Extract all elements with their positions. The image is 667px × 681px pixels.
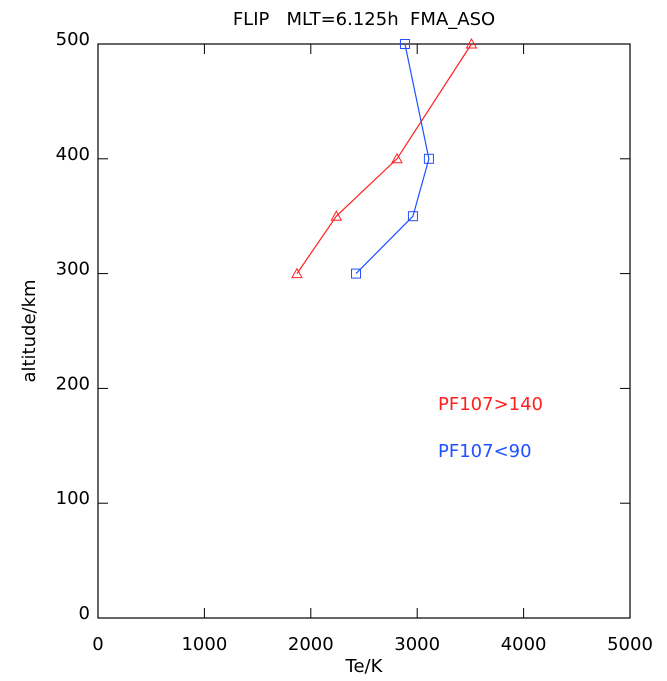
marker — [407, 211, 418, 222]
x-tick-label: 4000 — [501, 634, 547, 655]
series-line — [296, 43, 472, 274]
chart-title: FLIP MLT=6.125h FMA_ASO — [233, 9, 495, 30]
series-line — [355, 43, 430, 275]
marker — [330, 210, 343, 221]
y-tick-label: 300 — [56, 259, 90, 280]
plot-frame — [97, 43, 631, 619]
y-tick-label: 100 — [56, 488, 90, 509]
y-tick-label: 500 — [56, 29, 90, 50]
legend-entry: PF107>140 — [438, 394, 543, 415]
marker — [465, 37, 478, 49]
marker — [399, 39, 410, 49]
legend-entry: PF107<90 — [438, 441, 532, 462]
x-tick-label: 2000 — [288, 634, 334, 655]
y-tick-label: 0 — [79, 603, 90, 624]
x-tick-label: 5000 — [607, 634, 653, 655]
x-tick-label: 3000 — [394, 634, 440, 655]
marker — [423, 153, 434, 164]
x-axis-label: Te/K — [345, 656, 384, 677]
y-tick-label: 200 — [56, 373, 90, 394]
marker — [351, 268, 362, 279]
y-axis-label: altitude/km — [19, 279, 40, 382]
y-tick-label: 400 — [56, 144, 90, 165]
marker — [391, 152, 403, 164]
marker — [291, 267, 303, 279]
x-tick-label: 1000 — [181, 634, 227, 655]
x-tick-label: 0 — [92, 634, 103, 655]
